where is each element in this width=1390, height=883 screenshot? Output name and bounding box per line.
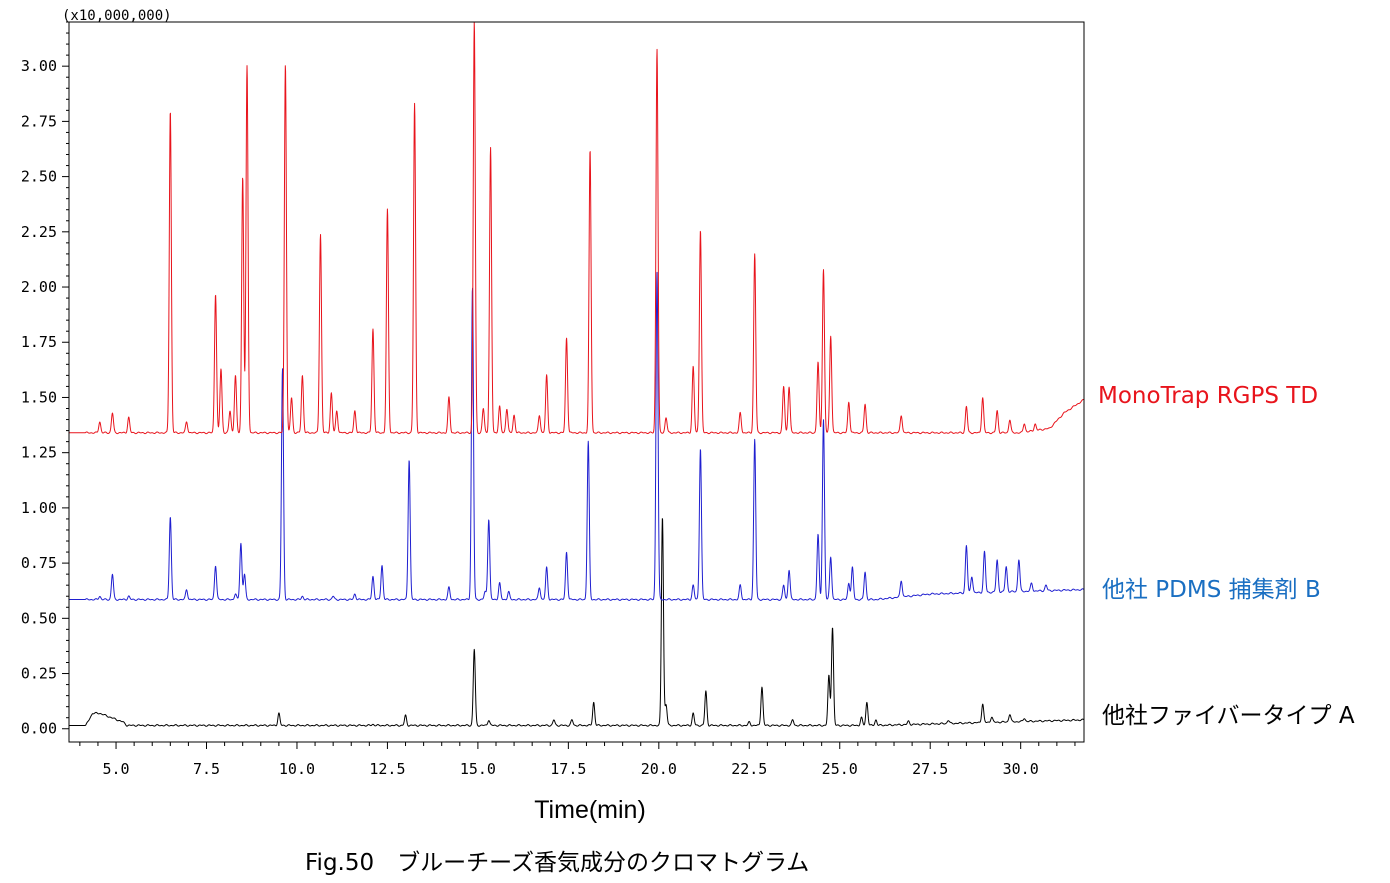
y-tick-label: 2.50 [21, 168, 57, 186]
series-labels: MonoTrap RGPS TD 他社 PDMS 捕集剤 B 他社ファイバータイプ … [1098, 383, 1355, 729]
x-tick-label: 15.0 [460, 760, 496, 778]
y-tick-label: 1.00 [21, 499, 57, 517]
x-tick-label: 7.5 [193, 760, 220, 778]
series-label: MonoTrap RGPS TD [1098, 383, 1318, 409]
x-tick-label: 25.0 [822, 760, 858, 778]
y-tick-label: 1.25 [21, 444, 57, 462]
series-label: 他社ファイバータイプ A [1102, 703, 1355, 729]
series-trace [69, 271, 1085, 601]
x-tick-label: 10.0 [279, 760, 315, 778]
plot-frame [68, 21, 1085, 743]
y-tick-label: 2.75 [21, 112, 57, 130]
y-tick-label: 2.25 [21, 223, 57, 241]
y-scale-multiplier: (x10,000,000) [62, 8, 172, 24]
figure-caption: Fig.50 ブルーチーズ香気成分のクロマトグラム [305, 850, 809, 876]
x-tick-label: 27.5 [912, 760, 948, 778]
y-tick-label: 0.50 [21, 609, 57, 627]
y-tick-label: 0.25 [21, 665, 57, 683]
x-tick-label: 5.0 [102, 760, 129, 778]
x-axis-label: Time(min) [534, 796, 646, 824]
y-tick-label: 2.00 [21, 278, 57, 296]
y-tick-label: 0.75 [21, 554, 57, 572]
y-tick-label: 1.75 [21, 333, 57, 351]
series-trace [69, 22, 1085, 435]
y-tick-label: 3.00 [21, 57, 57, 75]
x-tick-label: 22.5 [731, 760, 767, 778]
series-trace [69, 518, 1085, 727]
x-tick-label: 17.5 [550, 760, 586, 778]
x-tick-label: 30.0 [1003, 760, 1039, 778]
y-tick-label: 1.50 [21, 388, 57, 406]
series-label: 他社 PDMS 捕集剤 B [1102, 577, 1321, 603]
y-tick-label: 0.00 [21, 720, 57, 738]
x-tick-label: 12.5 [369, 760, 405, 778]
chromatogram-traces [69, 22, 1085, 727]
axis-ticks: 0.00 0.25 0.50 0.75 1.00 1.25 1.50 1.75 2.00 2.25… [21, 21, 1076, 778]
x-tick-label: 20.0 [641, 760, 677, 778]
